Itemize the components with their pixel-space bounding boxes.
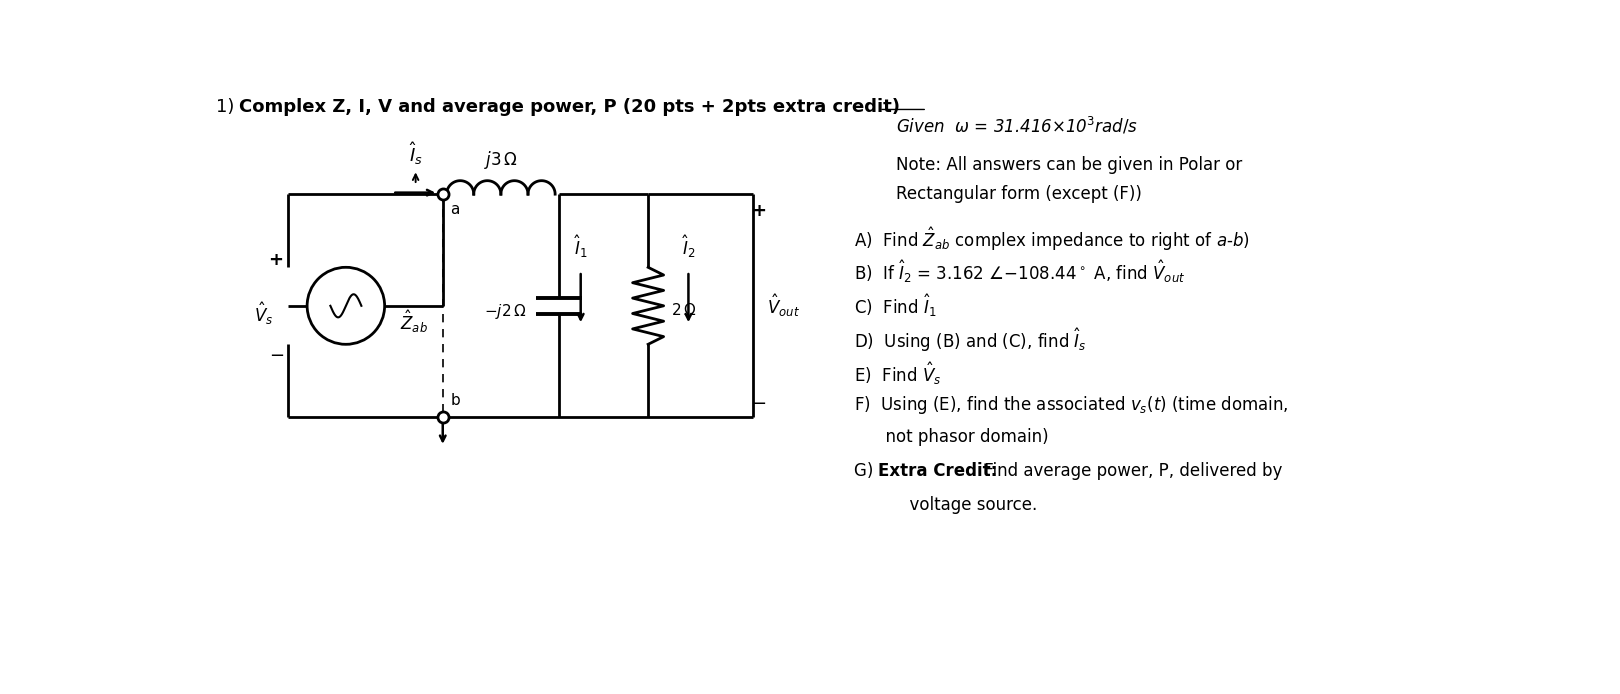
Text: $\hat{Z}_{ab}$: $\hat{Z}_{ab}$: [400, 308, 428, 335]
Text: b: b: [450, 393, 460, 408]
Text: $\hat{I}_2$: $\hat{I}_2$: [682, 233, 695, 260]
Text: $-$: $-$: [269, 344, 284, 362]
Text: $j3\,\Omega$: $j3\,\Omega$: [484, 149, 518, 171]
Text: a: a: [450, 202, 460, 217]
Text: Rectangular form (except (F)): Rectangular form (except (F)): [896, 185, 1142, 203]
Text: $-j2\,\Omega$: $-j2\,\Omega$: [484, 303, 526, 321]
Text: voltage source.: voltage source.: [878, 496, 1037, 514]
Text: $\hat{I}_1$: $\hat{I}_1$: [573, 233, 588, 260]
Text: Complex Z, I, V and average power, P (20 pts + 2pts extra credit): Complex Z, I, V and average power, P (20…: [238, 98, 901, 116]
Text: B)  If $\hat{I}_2$ = 3.162 $\angle$$-$108.44$^\circ$ A, find $\hat{V}_{out}$: B) If $\hat{I}_2$ = 3.162 $\angle$$-$108…: [854, 259, 1184, 285]
Text: E)  Find $\hat{V}_s$: E) Find $\hat{V}_s$: [854, 360, 941, 387]
Text: Find average power, P, delivered by: Find average power, P, delivered by: [978, 462, 1283, 480]
Text: Note: All answers can be given in Polar or: Note: All answers can be given in Polar …: [896, 155, 1243, 174]
Text: Given  $\omega$ = 31.416$\times$10$^3$$rad/s$: Given $\omega$ = 31.416$\times$10$^3$$ra…: [896, 116, 1137, 137]
Text: $\hat{I}_s$: $\hat{I}_s$: [408, 140, 423, 167]
Text: D)  Using (B) and (C), find $\hat{I}_s$: D) Using (B) and (C), find $\hat{I}_s$: [854, 327, 1087, 354]
Text: +: +: [269, 251, 284, 269]
Text: $-$: $-$: [752, 393, 766, 411]
Text: C)  Find $\hat{I}_1$: C) Find $\hat{I}_1$: [854, 293, 936, 319]
Text: $\hat{V}_{out}$: $\hat{V}_{out}$: [766, 292, 800, 319]
Text: F)  Using (E), find the associated $v_s(t)$ (time domain,: F) Using (E), find the associated $v_s(t…: [854, 394, 1288, 416]
Text: Extra Credit:: Extra Credit:: [878, 462, 998, 480]
Text: G): G): [854, 462, 883, 480]
Text: 1): 1): [217, 98, 235, 116]
Text: A)  Find $\hat{Z}_{ab}$ complex impedance to right of $a$-$b$): A) Find $\hat{Z}_{ab}$ complex impedance…: [854, 225, 1249, 253]
Text: $2\,\Omega$: $2\,\Omega$: [671, 302, 697, 318]
Text: not phasor domain): not phasor domain): [854, 428, 1048, 446]
Text: +: +: [752, 202, 766, 220]
Text: $\hat{V}_s$: $\hat{V}_s$: [254, 301, 274, 327]
